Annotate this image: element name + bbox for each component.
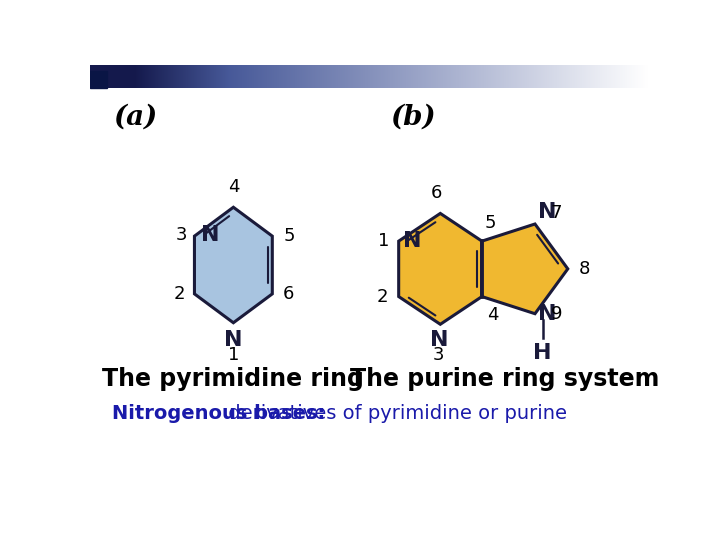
Bar (90, 71, 107, 88)
Text: 4: 4 (228, 178, 239, 197)
Text: N: N (201, 225, 219, 245)
Text: (b): (b) (391, 103, 436, 130)
Text: 1: 1 (228, 346, 239, 364)
Polygon shape (194, 207, 272, 323)
Text: derivatives of pyrimidine or purine: derivatives of pyrimidine or purine (222, 403, 567, 423)
Text: 8: 8 (579, 260, 590, 278)
Text: N: N (538, 201, 557, 222)
Text: 5: 5 (485, 214, 497, 232)
Text: 3: 3 (175, 226, 186, 244)
Text: N: N (224, 330, 243, 350)
Text: Nitrogenous bases:: Nitrogenous bases: (112, 403, 325, 423)
Polygon shape (399, 213, 482, 325)
Text: 6: 6 (431, 184, 442, 202)
Text: 4: 4 (487, 306, 498, 324)
Text: 9: 9 (551, 305, 562, 323)
Text: (a): (a) (113, 103, 158, 130)
Text: The purine ring system: The purine ring system (350, 367, 660, 390)
Text: The pyrimidine ring: The pyrimidine ring (102, 367, 364, 390)
Text: 7: 7 (551, 204, 562, 222)
Text: 1: 1 (378, 232, 390, 250)
Text: H: H (534, 343, 552, 363)
Text: 6: 6 (283, 285, 294, 303)
Text: N: N (538, 303, 557, 323)
Text: N: N (403, 231, 422, 251)
Text: 5: 5 (283, 227, 294, 245)
Text: N: N (430, 330, 448, 350)
Text: 3: 3 (433, 346, 444, 364)
Polygon shape (482, 224, 568, 314)
Text: 2: 2 (377, 288, 388, 306)
Text: 2: 2 (174, 285, 185, 303)
